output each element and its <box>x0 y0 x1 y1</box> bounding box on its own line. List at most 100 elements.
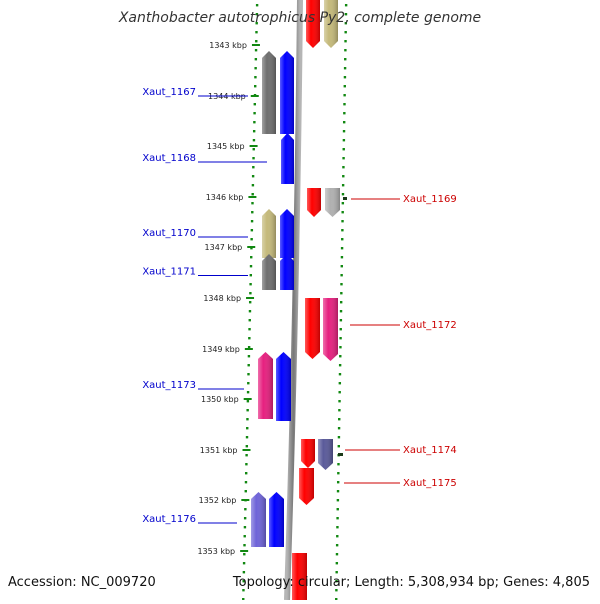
gene-label[interactable]: Xaut_1167 <box>142 87 196 98</box>
tick-label: 1343 kbp <box>209 41 247 50</box>
guide-dot <box>337 463 340 466</box>
guide-dot <box>341 229 344 232</box>
guide-dot <box>343 112 346 115</box>
gene-feature[interactable] <box>292 553 307 604</box>
gene-Xaut_1176[interactable] <box>251 492 266 547</box>
gene-shading <box>258 352 273 419</box>
gene-feature[interactable] <box>280 209 294 258</box>
guide-dot <box>248 319 251 322</box>
gene-feature[interactable] <box>318 439 333 470</box>
guide-dot <box>344 4 348 7</box>
guide-dot <box>243 526 247 529</box>
guide-dot <box>248 310 252 313</box>
gene-feature[interactable] <box>280 254 294 290</box>
gene-Xaut_1174[interactable] <box>301 439 315 468</box>
gene-shading <box>301 439 315 468</box>
guide-dot <box>340 256 344 259</box>
guide-dot <box>339 337 342 340</box>
guide-dot <box>252 166 255 169</box>
gene-shading <box>262 209 276 258</box>
gene-Xaut_1169[interactable] <box>307 188 321 217</box>
gene-shading <box>262 254 276 290</box>
gene-feature[interactable] <box>269 492 284 547</box>
topology-info: Topology: circular; Length: 5,308,934 bp… <box>232 575 590 590</box>
guide-dot <box>336 526 339 529</box>
guide-dot <box>338 364 342 367</box>
gene-feature[interactable] <box>280 51 294 134</box>
map-title: Xanthobacter autotrophicus Py2, complete… <box>118 10 482 26</box>
gene-shading <box>280 51 294 134</box>
guide-dot <box>340 283 343 286</box>
gene-label[interactable]: Xaut_1174 <box>403 445 457 456</box>
guide-dot <box>251 202 254 205</box>
guide-dot <box>245 454 248 457</box>
guide-dot <box>335 571 338 574</box>
guide-dot <box>251 193 254 196</box>
gene-label[interactable]: Xaut_1171 <box>142 267 196 278</box>
genome-axis <box>284 0 303 601</box>
guide-dot <box>251 184 255 187</box>
guide-dot <box>335 589 338 592</box>
guide-dot <box>252 130 256 133</box>
guide-dot <box>243 517 247 520</box>
gene-Xaut_1172[interactable] <box>305 298 320 359</box>
gene-Xaut_1170[interactable] <box>262 209 276 258</box>
guide-dot <box>252 139 256 142</box>
gene-shading <box>251 492 266 547</box>
gene-label[interactable]: Xaut_1169 <box>403 194 457 205</box>
guide-dot <box>250 220 254 223</box>
tick-label: 1353 kbp <box>197 547 235 556</box>
guide-dot <box>341 184 345 187</box>
gene-label[interactable]: Xaut_1176 <box>142 514 196 525</box>
guide-dot <box>246 427 249 430</box>
guide-dot <box>247 346 251 349</box>
gene-shading <box>306 0 320 48</box>
gene-label[interactable]: Xaut_1170 <box>142 228 196 239</box>
gene-feature[interactable] <box>306 0 320 48</box>
guide-dot <box>251 175 255 178</box>
guide-dot <box>341 193 345 196</box>
guide-dot <box>336 490 340 493</box>
tick-label: 1346 kbp <box>206 193 244 202</box>
gene-shading <box>305 298 320 359</box>
gene-feature[interactable] <box>323 298 338 361</box>
guide-dot <box>342 148 345 151</box>
gene-Xaut_1167[interactable] <box>262 51 276 134</box>
guide-dot <box>247 364 250 367</box>
gene-Xaut_1171[interactable] <box>262 254 276 290</box>
guide-dot <box>343 85 346 88</box>
gene-label[interactable]: Xaut_1172 <box>403 320 457 331</box>
guide-dot <box>250 238 253 241</box>
guide-dot <box>344 31 347 34</box>
gene-feature[interactable] <box>276 352 291 421</box>
gene-shading <box>299 468 314 505</box>
tick-label: 1351 kbp <box>200 446 238 455</box>
gene-Xaut_1175[interactable] <box>299 468 314 505</box>
gene-Xaut_1168[interactable] <box>281 133 294 184</box>
gene-label[interactable]: Xaut_1168 <box>142 153 196 164</box>
gene-shading <box>292 553 307 604</box>
gene-Xaut_1173[interactable] <box>258 352 273 419</box>
guide-dot <box>335 553 339 556</box>
guide-dot <box>337 445 340 448</box>
gene-shading <box>280 254 294 290</box>
tick-label: 1349 kbp <box>202 345 240 354</box>
guide-dot <box>341 202 345 205</box>
guide-dot <box>341 211 344 214</box>
guide-dot <box>340 292 343 295</box>
gene-feature[interactable] <box>324 0 338 48</box>
guide-dot <box>243 535 246 538</box>
guide-dot <box>253 112 256 115</box>
gene-label[interactable]: Xaut_1175 <box>403 478 457 489</box>
guide-dot <box>336 517 339 520</box>
guide-dot <box>336 499 340 502</box>
gene-shading <box>318 439 333 470</box>
gene-shading <box>269 492 284 547</box>
guide-dot <box>342 157 345 160</box>
gene-label[interactable]: Xaut_1173 <box>142 380 196 391</box>
guide-dot <box>250 256 253 259</box>
gene-feature[interactable] <box>325 188 340 217</box>
guide-dot <box>343 103 346 106</box>
guide-dot <box>335 544 339 547</box>
